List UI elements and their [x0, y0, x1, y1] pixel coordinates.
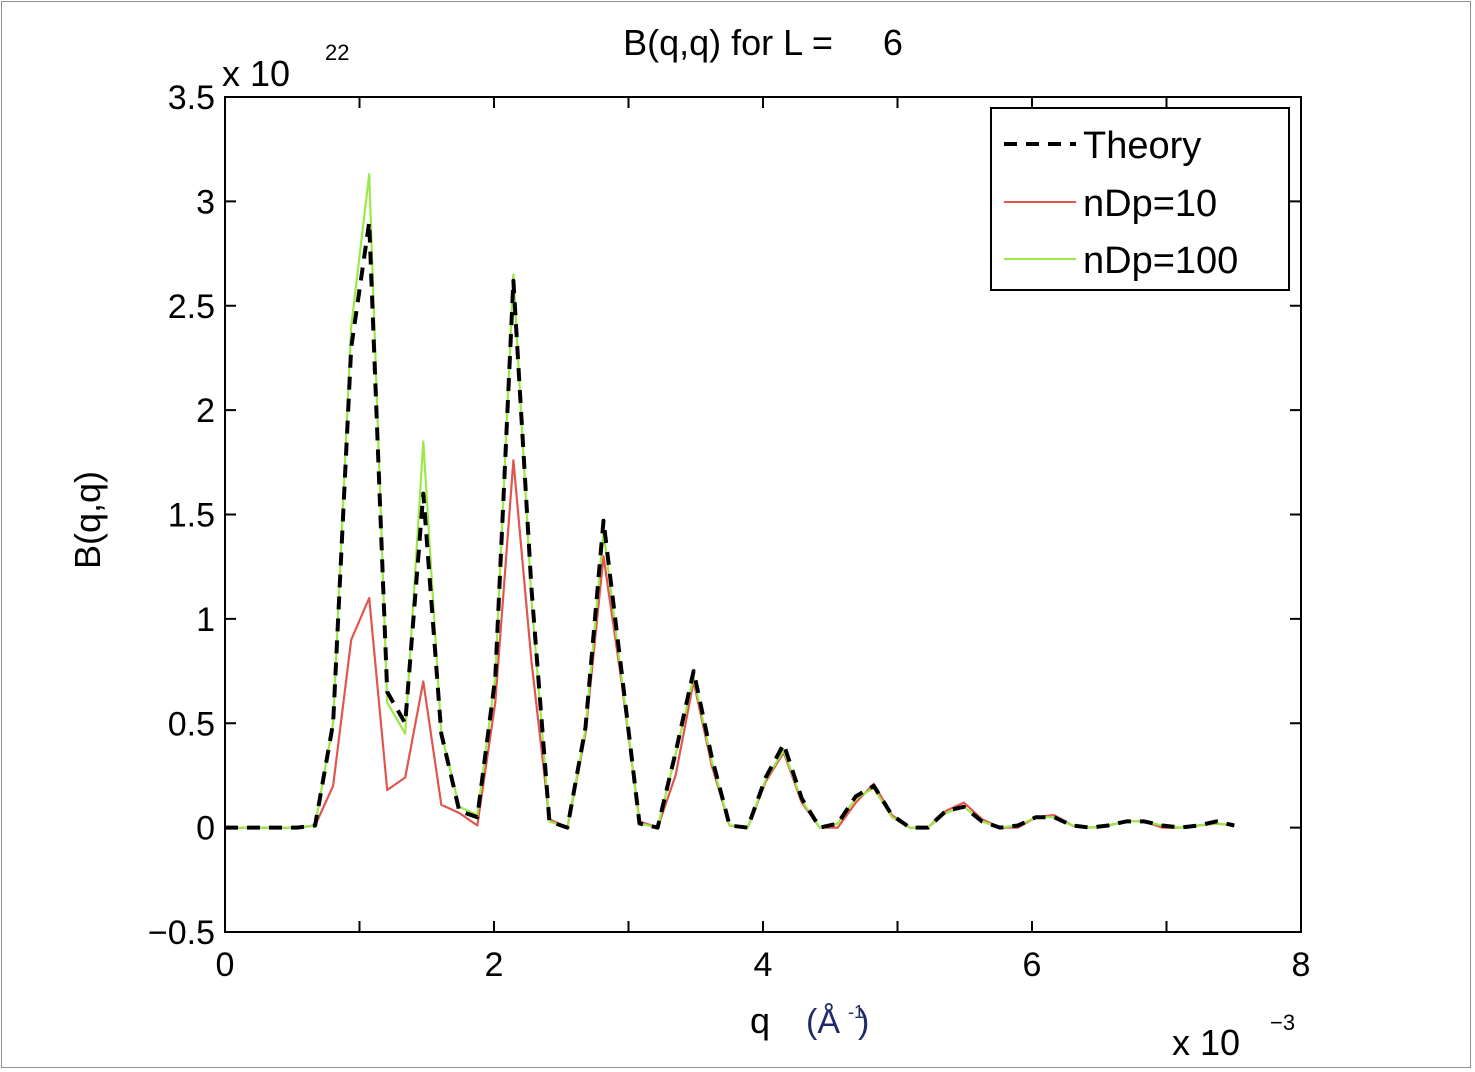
y-tick-label: 1.5	[168, 497, 215, 535]
chart-title: B(q,q) for L = 6	[623, 22, 903, 63]
x-axis-unit-close: )	[858, 1003, 869, 1041]
y-tick-label: 3	[196, 183, 215, 221]
series-layer	[225, 173, 1235, 830]
y-tick-label: 0	[196, 810, 215, 848]
y-axis-label: B(q,q)	[67, 471, 108, 569]
y-tick-label: 3.5	[168, 79, 215, 117]
y-tick-label: 0.5	[168, 705, 215, 743]
x-multiplier-exponent: −3	[1270, 1010, 1295, 1035]
y-tick-label: 2	[196, 392, 215, 430]
x-tick-label: 8	[1292, 946, 1311, 984]
y-tick-label: −0.5	[148, 914, 215, 952]
x-tick-label: 0	[216, 946, 235, 984]
tick-labels: 0 2 4 6 8−0.500.511.522.533.5	[148, 79, 1311, 984]
series-line-theory	[225, 220, 1235, 830]
y-tick-label: 1	[196, 601, 215, 639]
axis-ticks	[224, 96, 1302, 933]
x-axis-unit: (Å	[806, 1003, 840, 1041]
y-tick-label: 2.5	[168, 288, 215, 326]
x-multiplier: x 10	[1172, 1022, 1240, 1063]
x-tick-label: 6	[1023, 946, 1042, 984]
x-tick-label: 2	[485, 946, 504, 984]
x-axis-label: q	[750, 1000, 770, 1041]
y-multiplier: x 10	[222, 53, 290, 94]
legend-label-ndp100: nDp=100	[1083, 240, 1238, 282]
legend-label-ndp10: nDp=10	[1083, 183, 1217, 225]
y-multiplier-exponent: 22	[325, 40, 349, 65]
legend: Theory nDp=10 nDp=100	[990, 107, 1290, 291]
x-axis-unit-exponent: -1	[848, 1002, 864, 1022]
legend-label-theory: Theory	[1083, 125, 1201, 167]
x-tick-label: 4	[754, 946, 773, 984]
